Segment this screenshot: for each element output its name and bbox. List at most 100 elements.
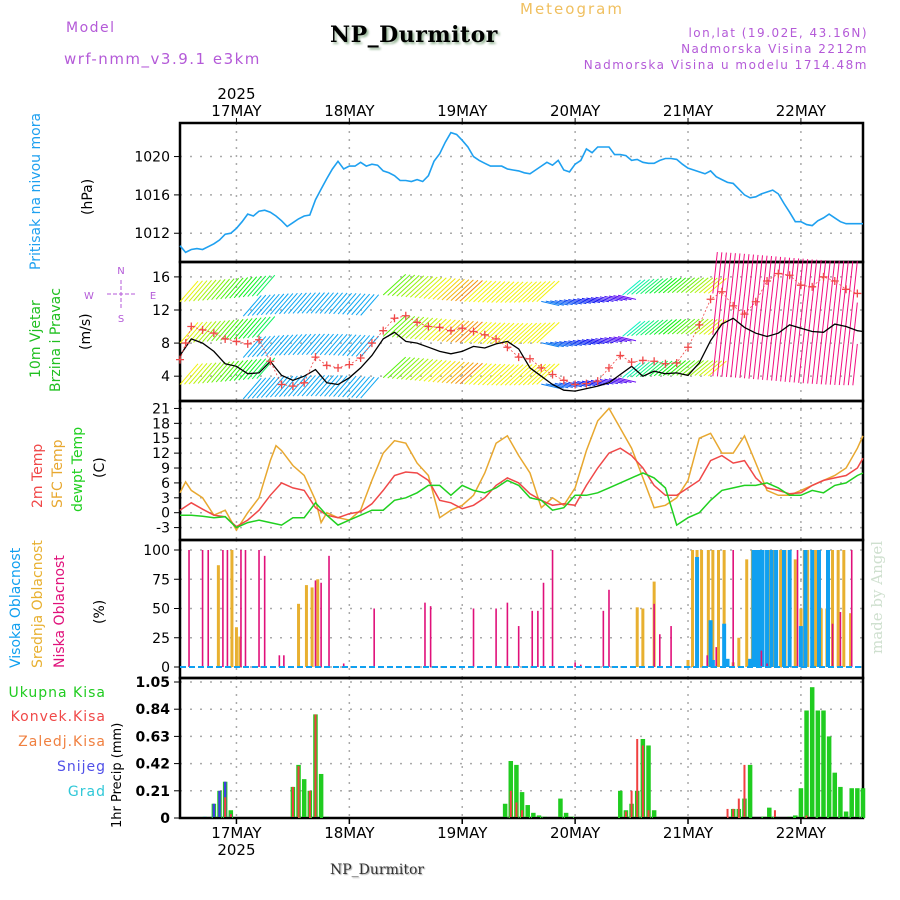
precip-legend-frz: Zaledj.Kisa [18, 734, 106, 750]
wind-arrow [251, 294, 271, 316]
wind-arrow [762, 255, 768, 298]
conv-precip-bar [732, 808, 735, 818]
gust-marker [356, 353, 365, 362]
wind-arrow [667, 277, 687, 294]
wind-arrow [310, 375, 330, 397]
gust-marker [413, 318, 422, 327]
high-cloud-bar [816, 550, 821, 667]
wind-arrow [847, 343, 854, 386]
low-cloud-bar [472, 608, 475, 667]
wind-arrow [269, 293, 289, 315]
wind-arrow [595, 338, 614, 344]
low-cloud-bar [715, 647, 718, 667]
mid-cloud-bar [304, 585, 308, 667]
low-cloud-bar [240, 550, 242, 667]
mid-cloud-bar [691, 550, 695, 667]
ytick-label: 100 [143, 543, 170, 559]
precip-legend-conv: Konvek.Kisa [10, 709, 106, 725]
wind-arrow [559, 299, 578, 305]
wind-arrow [676, 360, 696, 376]
mid-cloud-bar [793, 559, 797, 667]
ytick-label: 8 [161, 336, 170, 352]
low-cloud-bar [658, 634, 661, 667]
wind-arrow [608, 295, 628, 301]
panel-frame [178, 399, 865, 542]
wind-arrow [220, 319, 240, 341]
wind-arrow [215, 278, 235, 300]
high-cloud-bar [781, 550, 786, 667]
gust-marker [650, 357, 659, 366]
wind-arrow [550, 300, 569, 306]
wind-arrow [617, 294, 637, 300]
ytick-label: 0 [161, 506, 170, 522]
wind-arrow [256, 316, 276, 338]
wind-arrow [739, 295, 745, 337]
low-cloud-bar [574, 662, 576, 667]
wind-arrow [730, 253, 736, 295]
ytick-label: 1020 [134, 150, 170, 166]
wind-arrow [179, 280, 199, 303]
xtick-label-top: 20MAY [550, 102, 601, 120]
gust-marker [435, 323, 444, 332]
ytick-label: 50 [152, 602, 170, 618]
wind-arrow [387, 357, 411, 379]
low-cloud-bar [258, 550, 260, 667]
wind-arrow [793, 299, 800, 342]
wind-arrow [297, 292, 316, 314]
wind-arrow [527, 322, 551, 344]
gust-marker [672, 358, 681, 367]
compass-label-n: N [117, 266, 124, 277]
wind-arrow [310, 333, 330, 356]
wind-arrow [337, 375, 357, 398]
total-precip-bar [804, 710, 809, 818]
low-cloud-bar [320, 582, 322, 667]
wind-arrow [242, 295, 262, 317]
wind-arrow [396, 357, 420, 380]
mid-cloud-bar [230, 550, 234, 667]
wind-arrow [459, 362, 483, 385]
wind-arrow [807, 342, 813, 384]
gust-marker [503, 343, 512, 352]
wind-arrow [649, 278, 668, 294]
wind-arrow [391, 357, 416, 379]
conv-precip-bar [291, 786, 294, 818]
gust-marker [424, 322, 433, 331]
wind-arrow [319, 292, 339, 314]
wind-arrow [400, 316, 425, 339]
wind-arrow [725, 294, 732, 336]
low-cloud-bar [653, 603, 655, 667]
wind-arrow [265, 376, 285, 398]
conv-precip-bar [624, 811, 627, 818]
panel-frame [178, 121, 865, 264]
wind-arrow [477, 363, 501, 386]
wind-arrow [333, 292, 352, 315]
wind-gust-line [179, 273, 858, 387]
mid-cloud-bar [716, 550, 720, 667]
high-cloud-bar [725, 658, 730, 667]
xtick-label-top: 21MAY [663, 102, 714, 120]
wind-arrow [599, 379, 619, 385]
wind-arrow [631, 320, 650, 337]
wind-arrow [568, 340, 587, 346]
low-cloud-bar [429, 606, 432, 667]
wind-arrow [721, 293, 727, 336]
wind-arrow [396, 275, 420, 297]
wind-arrow [355, 376, 375, 399]
wind-arrow [432, 278, 456, 300]
wind-arrow [482, 363, 506, 386]
gust-marker [446, 326, 455, 335]
mid-cloud-bar [316, 579, 320, 667]
mid-cloud-bar [849, 613, 853, 667]
conv-precip-bar [314, 714, 317, 818]
xtick-label-top: 17MAY [211, 102, 262, 120]
conv-precip-bar [743, 764, 746, 818]
wind-arrow [269, 334, 289, 357]
total-precip-bar [849, 788, 854, 818]
wind-arrow [793, 258, 800, 300]
low-cloud-bar [531, 610, 534, 667]
wind-arrow [608, 336, 628, 343]
wind-arrow [297, 375, 316, 397]
wind-arrow [752, 296, 759, 338]
wind-arrow [446, 279, 470, 301]
high-cloud-bar [774, 550, 779, 667]
